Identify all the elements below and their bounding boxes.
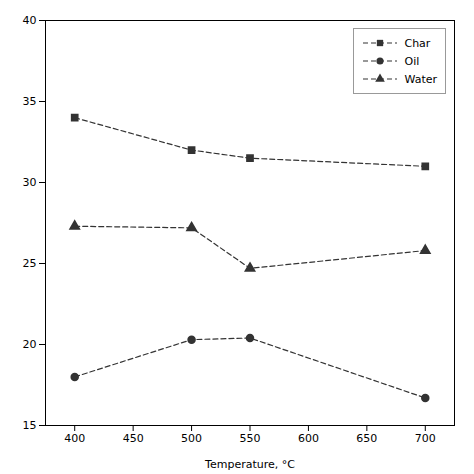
svg-text:20: 20 — [23, 338, 37, 351]
svg-text:30: 30 — [23, 176, 37, 189]
svg-text:25: 25 — [23, 257, 37, 270]
svg-text:35: 35 — [23, 95, 37, 108]
html-text:Water: Water — [404, 72, 437, 86]
html-text:Char: Char — [404, 36, 431, 50]
svg-text:550: 550 — [240, 432, 261, 445]
html-text:Oil: Oil — [404, 54, 420, 68]
svg-text:650: 650 — [356, 432, 377, 445]
svg-text:700: 700 — [415, 432, 436, 445]
svg-text:600: 600 — [298, 432, 319, 445]
svg-text:40: 40 — [23, 14, 37, 27]
svg-text:500: 500 — [181, 432, 202, 445]
svg-text:450: 450 — [123, 432, 144, 445]
svg-text:15: 15 — [23, 419, 37, 432]
svg-text:400: 400 — [64, 432, 85, 445]
svg-text:Temperature, °C: Temperature, °C — [204, 458, 295, 471]
